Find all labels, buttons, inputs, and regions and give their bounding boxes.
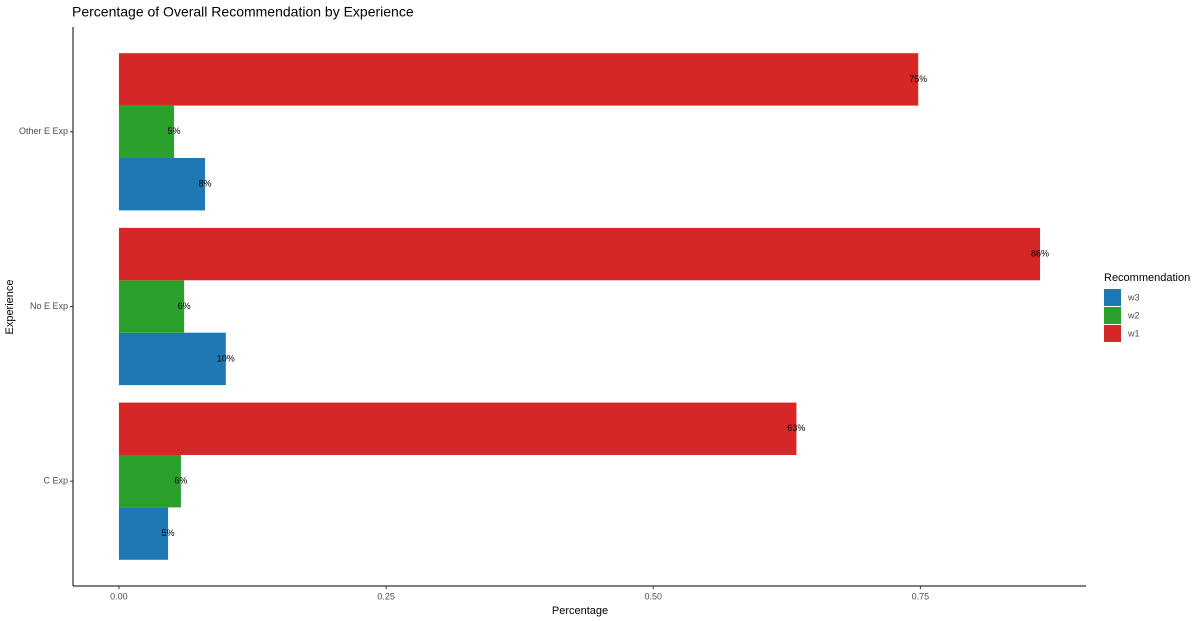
chart-title: Percentage of Overall Recommendation by … <box>72 4 414 20</box>
x-tick-label: 0.50 <box>644 591 662 601</box>
bar <box>118 158 205 211</box>
legend-key <box>1104 289 1121 306</box>
value-label: 10% <box>217 353 235 363</box>
x-tick-label: 0.00 <box>110 591 128 601</box>
y-tick-label: C Exp <box>43 476 68 486</box>
y-tick-label: No E Exp <box>30 301 68 311</box>
value-label: 5% <box>167 126 180 136</box>
legend-key <box>1104 307 1121 324</box>
y-axis-title: Experience <box>4 279 16 334</box>
bar <box>118 227 1041 281</box>
x-axis-title: Percentage <box>552 605 608 617</box>
bar <box>118 454 181 508</box>
value-label: 5% <box>162 528 175 538</box>
legend-label: w3 <box>1127 292 1140 302</box>
value-label: 75% <box>909 74 927 84</box>
x-tick-label: 0.25 <box>377 591 395 601</box>
bar <box>118 507 169 560</box>
legend-label: w1 <box>1127 328 1140 338</box>
value-label: 63% <box>787 423 805 433</box>
bar <box>118 402 797 455</box>
bar <box>118 105 174 159</box>
value-label: 6% <box>178 301 191 311</box>
value-label: 86% <box>1031 248 1049 258</box>
value-label: 8% <box>198 179 211 189</box>
legend-key <box>1104 325 1121 342</box>
x-tick-label: 0.75 <box>912 591 930 601</box>
bar <box>118 53 919 106</box>
y-tick-label: Other E Exp <box>19 126 68 136</box>
value-label: 6% <box>174 476 187 486</box>
bar <box>118 280 185 333</box>
legend-label: w2 <box>1127 310 1140 320</box>
bar <box>118 332 226 386</box>
legend-title: Recommendation <box>1104 272 1190 284</box>
